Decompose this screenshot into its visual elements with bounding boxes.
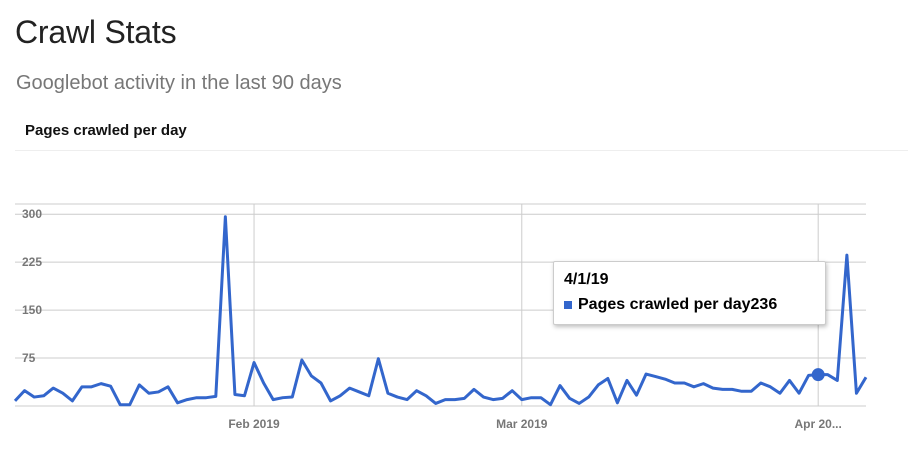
chart-tooltip: 4/1/19 Pages crawled per day 236	[553, 261, 826, 325]
y-tick-label: 300	[22, 207, 42, 221]
tooltip-series-name: Pages crawled per day	[578, 296, 751, 313]
x-tick-label: Feb 2019	[228, 417, 280, 431]
y-tick-label: 150	[22, 303, 42, 317]
tooltip-legend-swatch	[564, 301, 572, 309]
tooltip-value: 236	[750, 296, 778, 313]
y-tick-label: 225	[22, 255, 42, 269]
chart-section-header: Pages crawled per day	[25, 122, 187, 139]
tooltip-date: 4/1/19	[564, 271, 609, 288]
series-line-pages-crawled	[13, 215, 868, 407]
x-tick-label: Mar 2019	[496, 417, 548, 431]
y-tick-label: 75	[22, 351, 36, 365]
page-subtitle: Googlebot activity in the last 90 days	[16, 72, 342, 94]
section-divider	[15, 150, 908, 151]
tooltip-series-row: Pages crawled per day 236	[564, 295, 815, 315]
page-title: Crawl Stats	[15, 14, 177, 50]
highlighted-data-point	[811, 368, 825, 382]
x-tick-label: Apr 20...	[795, 417, 842, 431]
